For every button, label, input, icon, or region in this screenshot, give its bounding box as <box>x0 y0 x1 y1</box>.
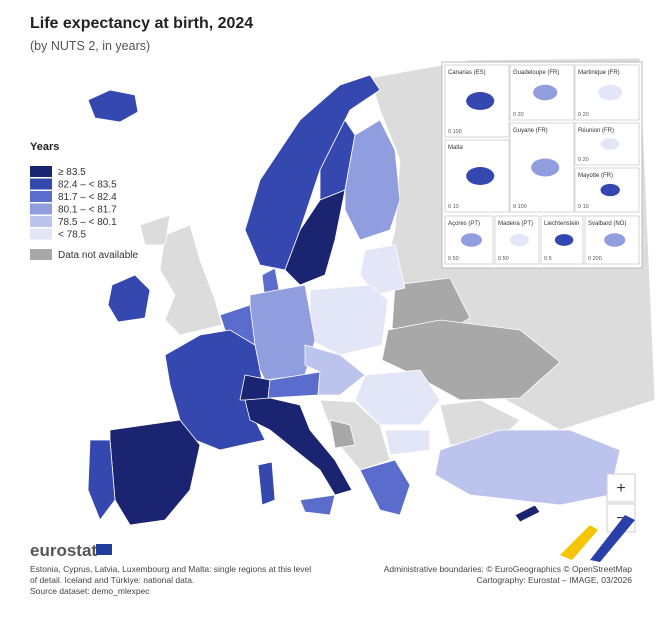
region <box>87 89 139 123</box>
inset-label: Guadeloupe (FR) <box>513 70 559 76</box>
inset-label: Malta <box>448 145 463 151</box>
subtitle: (by NUTS 2, in years) <box>30 39 150 53</box>
region <box>384 429 431 456</box>
note: of detail. Iceland and Türkiye: national… <box>30 575 194 585</box>
legend-label: 80.1 – < 81.7 <box>58 205 117 216</box>
inset-label: Réunion (FR) <box>578 128 614 134</box>
inset-shape <box>604 233 626 247</box>
inset-scale: 0 200 <box>588 256 602 262</box>
decor <box>590 515 635 562</box>
logo: eurostat <box>30 541 97 560</box>
legend-label: Data not available <box>58 250 138 261</box>
inset-label: Martinique (FR) <box>578 70 620 76</box>
region <box>109 419 201 526</box>
region <box>359 244 406 296</box>
credit: Administrative boundaries: © EuroGeograp… <box>384 564 633 574</box>
inset-shape <box>466 92 495 110</box>
legend-title: Years <box>30 141 59 153</box>
legend-label: < 78.5 <box>58 230 87 241</box>
region-na <box>329 419 356 449</box>
region <box>299 494 336 516</box>
note: Estonia, Cyprus, Latvia, Luxembourg and … <box>30 564 311 574</box>
zoom-out-label[interactable]: − <box>616 510 625 527</box>
region <box>244 397 353 496</box>
region <box>514 504 541 523</box>
legend-swatch <box>30 216 52 227</box>
inset-label: Mayotte (FR) <box>578 173 613 179</box>
note: Source dataset: demo_mlexpec <box>30 586 150 596</box>
region <box>309 284 389 356</box>
legend-label: 82.4 – < 83.5 <box>58 180 117 191</box>
inset-label: Açores (PT) <box>448 221 480 227</box>
inset-label: Svalbard (NO) <box>588 221 626 227</box>
inset-label: Canarias (ES) <box>448 70 486 76</box>
legend-swatch <box>30 203 52 215</box>
region <box>239 374 271 401</box>
inset-scale: 0 100 <box>513 204 527 210</box>
zoom-in[interactable] <box>606 473 636 503</box>
decor <box>560 525 598 560</box>
legend-swatch <box>30 178 52 190</box>
zoom-in-label[interactable]: + <box>616 480 625 497</box>
land <box>139 214 171 246</box>
region <box>344 119 401 241</box>
inset-shape <box>600 138 620 150</box>
region <box>257 461 276 506</box>
legend-swatch <box>30 166 52 177</box>
legend-swatch <box>30 249 52 260</box>
region <box>354 369 441 426</box>
inset-scale: 0 50 <box>498 256 509 262</box>
legend-swatch <box>30 228 52 240</box>
region <box>284 189 346 286</box>
inset-box <box>574 122 640 166</box>
inset-label: Liechtenstein <box>544 221 579 227</box>
legend: Years ≥ 83.5 82.4 – < 83.581.7 – < 82.4 80… <box>30 141 138 261</box>
inset-scale: 0 20 <box>513 112 524 118</box>
credit: Cartography: Eurostat – IMAGE, 03/2026 <box>477 575 633 585</box>
inset-shape <box>600 183 620 197</box>
logo-flag <box>96 544 112 555</box>
inset-shape <box>509 233 529 247</box>
inset-scale: 0 20 <box>578 112 589 118</box>
inset-shape <box>598 84 623 101</box>
legend-swatch <box>30 191 52 202</box>
inset-scale: 0 5 <box>544 256 552 262</box>
region <box>249 284 316 381</box>
insets: Canarias (ES) 0 100 Guadeloupe (FR) 0 20 Mar… <box>444 64 640 265</box>
inset-shape <box>533 84 558 101</box>
inset-shape <box>531 158 560 177</box>
region <box>359 459 411 516</box>
inset-shape <box>460 233 482 247</box>
region <box>107 274 151 323</box>
inset-scale: 0 100 <box>448 129 462 135</box>
legend-label: 78.5 – < 80.1 <box>58 217 117 228</box>
inset-scale: 0 10 <box>578 204 589 210</box>
region <box>164 329 266 451</box>
land <box>159 224 223 336</box>
legend-label: ≥ 83.5 <box>58 167 86 178</box>
inset-scale: 0 10 <box>448 204 459 210</box>
region <box>87 439 116 521</box>
title: Life expectancy at birth, 2024 <box>30 15 253 32</box>
legend-label: 81.7 – < 82.4 <box>58 192 117 203</box>
inset-scale: 0 50 <box>448 256 459 262</box>
region <box>244 74 381 271</box>
inset-scale: 0 20 <box>578 157 589 163</box>
inset-shape <box>554 234 574 246</box>
inset-label: Madeira (PT) <box>498 221 533 227</box>
inset-label: Guyane (FR) <box>513 128 548 134</box>
region <box>304 344 366 396</box>
inset-shape <box>466 167 495 185</box>
